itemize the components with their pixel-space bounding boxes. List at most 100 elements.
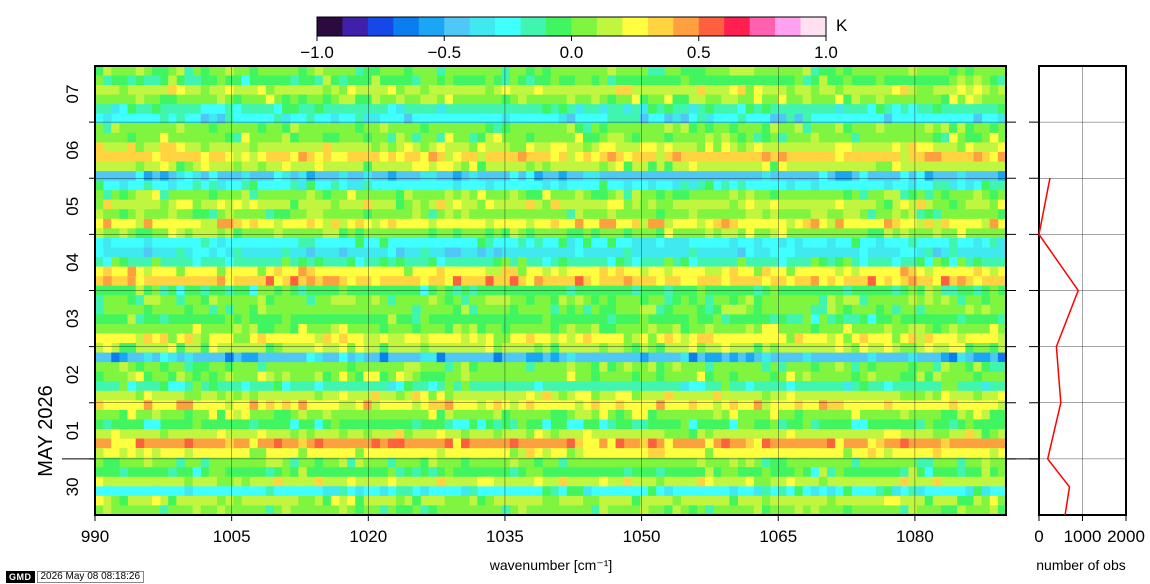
heatmap-cell [802,381,812,392]
heatmap-cell [599,161,608,172]
colorbar-swatch [571,17,598,36]
heatmap-cell [322,390,332,401]
colorbar-swatch [546,17,572,36]
heatmap-cell [436,390,446,401]
heatmap-cell [705,371,714,382]
heatmap-cell [680,419,690,430]
heatmap-cell [485,343,494,354]
y-tick-label: 05 [63,197,82,216]
heatmap-cell [330,362,340,373]
heatmap-cell [583,390,592,401]
heatmap-cell [143,295,153,306]
heatmap-cell [664,295,673,306]
heatmap-cell [680,505,690,516]
heatmap-cell [818,400,828,411]
heatmap-cell [827,495,836,506]
heatmap-cell [395,247,405,258]
heatmap-cell [859,400,869,411]
heatmap-cell [111,66,120,77]
heatmap-cell [680,94,690,105]
heatmap-cell [160,218,169,229]
heatmap-cell [493,247,503,258]
heatmap-cell [639,199,649,210]
heatmap-cell [631,476,641,487]
heatmap-cell [241,180,250,191]
heatmap-cell [526,142,535,153]
heatmap-cell [493,266,503,277]
heatmap-cell [672,323,682,334]
heatmap-cell [900,505,909,516]
heatmap-cell [989,362,999,373]
heatmap-cell [932,323,942,334]
heatmap-cell [900,247,909,258]
heatmap-cell [932,276,942,287]
heatmap-cell [436,209,446,220]
heatmap-cell [217,266,226,277]
heatmap-cell [729,113,738,124]
heatmap-cell [818,171,828,182]
heatmap-cell [607,142,616,153]
heatmap-cell [395,190,405,201]
heatmap-cell [672,180,682,191]
heatmap-cell [290,381,299,392]
heatmap-cell [387,171,397,182]
heatmap-cell [859,171,869,182]
heatmap-cell [298,448,307,459]
heatmap-cell [761,429,771,440]
heatmap-cell [469,209,478,220]
heatmap-cell [168,343,177,354]
heatmap-cell [981,352,991,363]
heatmap-cell [566,171,576,182]
heatmap-cell [355,257,364,268]
heatmap-cell [265,457,275,468]
heatmap-cell [493,457,503,468]
heatmap-cell [355,228,364,239]
heatmap-cell [282,438,291,449]
heatmap-cell [176,371,185,382]
heatmap-cell [932,218,942,229]
heatmap-cell [151,209,161,220]
heatmap-cell [200,151,210,163]
heatmap-cell [591,266,600,277]
heatmap-cell [631,94,641,105]
heatmap-cell [729,476,738,487]
heatmap-cell [103,218,112,229]
heatmap-cell [981,199,991,210]
heatmap-cell [696,94,706,105]
heatmap-cell [932,257,942,268]
heatmap-cell [705,362,714,373]
heatmap-cell [461,295,470,306]
heatmap-cell [127,266,137,277]
heatmap-cell [623,161,633,172]
heatmap-cell [436,199,446,210]
heatmap-cell [550,486,560,497]
heatmap-cell [997,333,1007,344]
heatmap-cell [729,419,738,430]
heatmap-cell [290,467,299,478]
heatmap-cell [469,467,478,478]
heatmap-cell [981,467,991,478]
heatmap-cell [282,237,291,249]
heatmap-cell [282,257,291,268]
heatmap-cell [843,94,852,105]
heatmap-cell [672,113,682,124]
heatmap-cell [900,218,909,229]
heatmap-cell [623,362,633,373]
heatmap-cell [688,276,698,287]
heatmap-cell [526,66,535,77]
heatmap-cell [550,304,560,315]
heatmap-cell [680,113,690,124]
heatmap-cell [639,304,649,315]
heatmap-cell [688,476,698,487]
heatmap-cell [599,190,608,201]
heatmap-cell [322,247,332,258]
heatmap-cell [290,94,299,105]
heatmap-cell [639,505,649,516]
heatmap-cell [753,161,763,172]
heatmap-cell [648,409,657,420]
heatmap-cell [347,295,356,306]
heatmap-cell [729,371,738,382]
heatmap-cell [558,390,568,401]
heatmap-cell [932,209,942,220]
heatmap-cell [265,323,275,334]
